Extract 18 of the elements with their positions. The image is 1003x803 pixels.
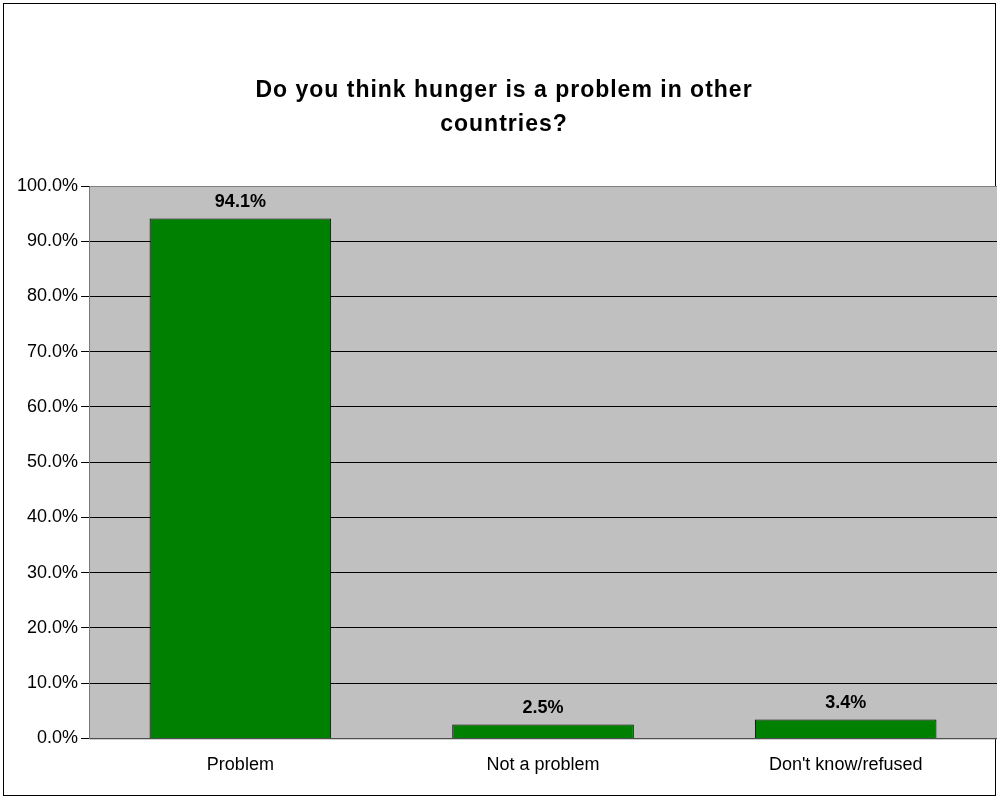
y-tick-label: 70.0% — [27, 340, 79, 361]
y-tick-label: 20.0% — [27, 616, 79, 637]
y-tick-label: 60.0% — [27, 395, 79, 416]
chart-title: Do you think hunger is a problem in other countries? — [254, 75, 754, 138]
y-tick-label: 80.0% — [27, 285, 79, 306]
y-tick-label: 30.0% — [27, 561, 79, 582]
x-tick-label: Not a problem — [486, 754, 600, 775]
y-tick-label: 100.0% — [16, 174, 79, 195]
y-tick-label: 50.0% — [27, 451, 79, 472]
y-tick-label: 40.0% — [27, 506, 79, 527]
data-label: 2.5% — [522, 696, 564, 717]
x-tick-label: Problem — [206, 754, 274, 775]
data-label: 94.1% — [214, 190, 266, 211]
data-label: 3.4% — [825, 691, 867, 712]
x-tick-label: Don't know/refused — [768, 754, 923, 775]
y-tick-label: 10.0% — [27, 672, 79, 693]
y-tick-label: 0.0% — [37, 727, 79, 748]
y-tick-label: 90.0% — [27, 230, 79, 251]
